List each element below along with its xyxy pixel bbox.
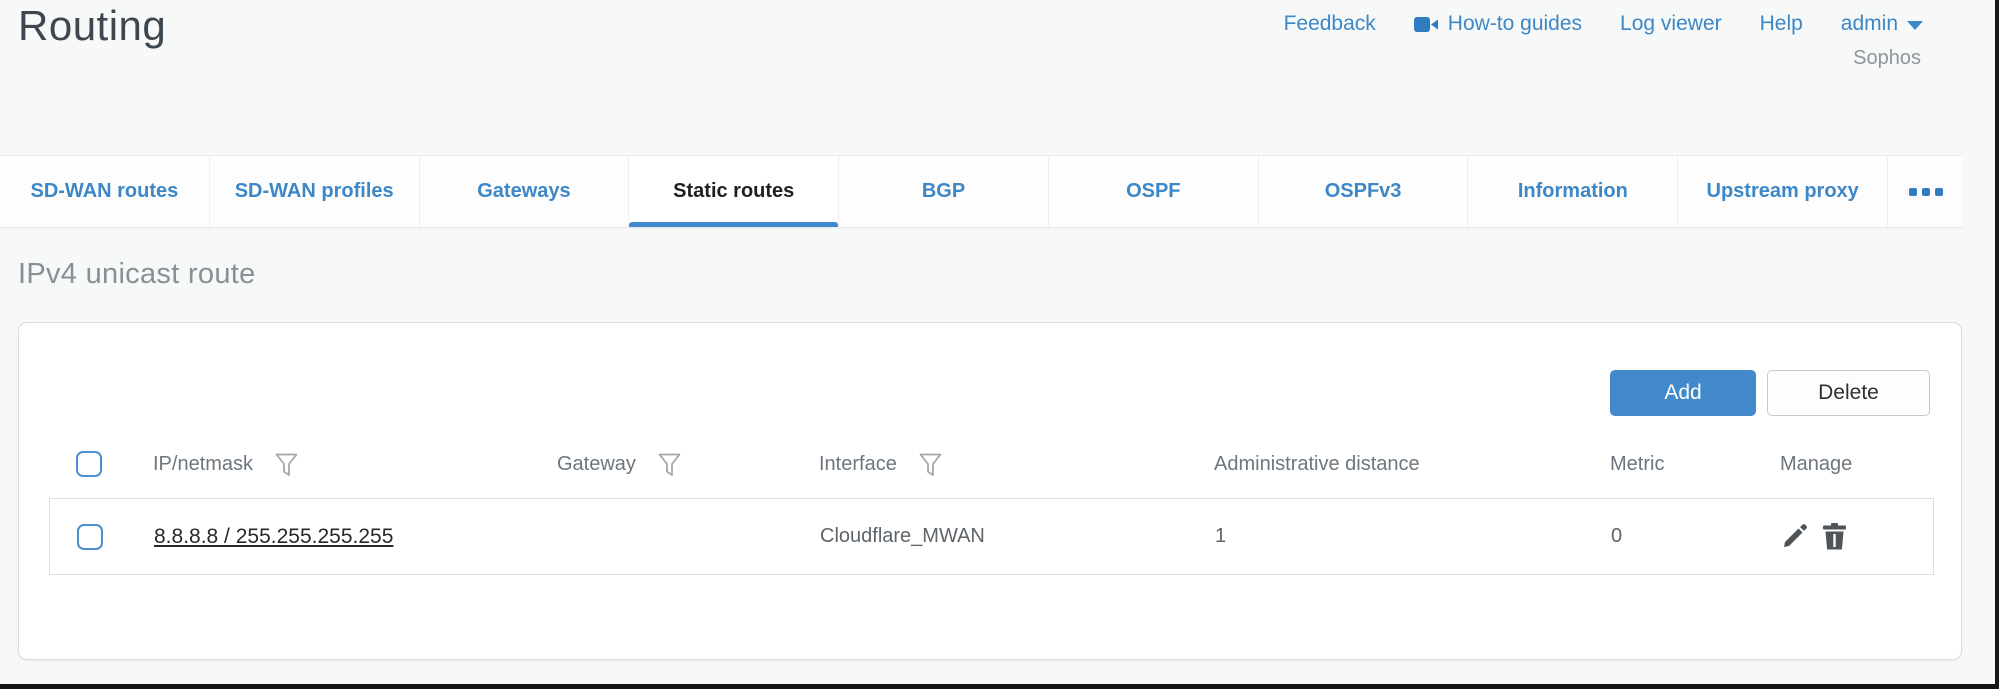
brand-label: Sophos	[1853, 47, 1921, 69]
route-interface: Cloudflare_MWAN	[820, 525, 985, 547]
admin-label: admin	[1840, 12, 1898, 35]
column-header-ip-netmask: IP/netmask	[153, 452, 254, 475]
tab-upstream-proxy[interactable]: Upstream proxy	[1677, 156, 1888, 227]
tab-static-routes[interactable]: Static routes	[628, 156, 839, 227]
tab-information[interactable]: Information	[1467, 156, 1678, 227]
column-header-admin-distance: Administrative distance	[1214, 452, 1420, 475]
ellipsis-dot	[1908, 187, 1917, 196]
table-header-row: IP/netmask Gateway Interface	[49, 436, 1934, 492]
feedback-link[interactable]: Feedback	[1283, 12, 1376, 35]
admin-menu[interactable]: admin	[1841, 12, 1923, 36]
section-heading: IPv4 unicast route	[18, 258, 256, 290]
filter-icon[interactable]	[658, 453, 681, 477]
video-camera-icon	[1413, 16, 1439, 33]
chevron-down-icon	[1907, 21, 1923, 30]
page-title: Routing	[18, 2, 167, 49]
tab-sdwan-routes[interactable]: SD-WAN routes	[0, 156, 209, 227]
tab-sdwan-profiles[interactable]: SD-WAN profiles	[208, 156, 419, 227]
row-checkbox[interactable]	[77, 523, 103, 550]
howto-guides-label: How-to guides	[1447, 12, 1583, 35]
route-metric: 0	[1611, 525, 1623, 547]
page-header: Routing Feedback How-to guides Log viewe…	[0, 0, 1963, 110]
tab-ospfv3[interactable]: OSPFv3	[1257, 156, 1468, 227]
help-link[interactable]: Help	[1759, 12, 1803, 35]
filter-icon[interactable]	[919, 453, 942, 477]
tab-overflow-ellipsis-icon[interactable]	[1887, 156, 1963, 227]
table-row: 8.8.8.8 / 255.255.255.255 Cloudflare_MWA…	[49, 498, 1934, 575]
window-bottom-edge	[0, 684, 1999, 689]
delete-trash-icon[interactable]	[1822, 523, 1847, 550]
filter-icon[interactable]	[275, 453, 298, 477]
howto-guides-link[interactable]: How-to guides	[1413, 12, 1583, 36]
edit-pencil-icon[interactable]	[1781, 523, 1808, 550]
route-ip-netmask-link[interactable]: 8.8.8.8 / 255.255.255.255	[154, 524, 394, 548]
routes-panel: Add Delete IP/netmask Gateway	[18, 322, 1962, 660]
tab-gateways[interactable]: Gateways	[418, 156, 629, 227]
window-right-edge	[1995, 0, 1999, 689]
route-admin-distance: 1	[1215, 525, 1227, 547]
column-header-gateway: Gateway	[557, 452, 636, 475]
column-header-manage: Manage	[1780, 452, 1853, 475]
ellipsis-dot	[1934, 187, 1943, 196]
ellipsis-dot	[1921, 187, 1930, 196]
tab-bgp[interactable]: BGP	[838, 156, 1048, 227]
log-viewer-link[interactable]: Log viewer	[1620, 12, 1722, 35]
column-header-metric: Metric	[1610, 452, 1665, 475]
select-all-checkbox[interactable]	[76, 451, 102, 477]
routes-table: IP/netmask Gateway Interface	[49, 436, 1934, 575]
tab-ospf[interactable]: OSPF	[1047, 156, 1258, 227]
table-toolbar: Add Delete	[1610, 370, 1930, 416]
column-header-interface: Interface	[819, 452, 897, 475]
delete-button[interactable]: Delete	[1767, 370, 1930, 416]
add-button[interactable]: Add	[1610, 370, 1756, 416]
top-nav: Feedback How-to guides Log viewer Help a…	[1284, 12, 1923, 36]
tab-bar: SD-WAN routes SD-WAN profiles Gateways S…	[0, 155, 1963, 228]
